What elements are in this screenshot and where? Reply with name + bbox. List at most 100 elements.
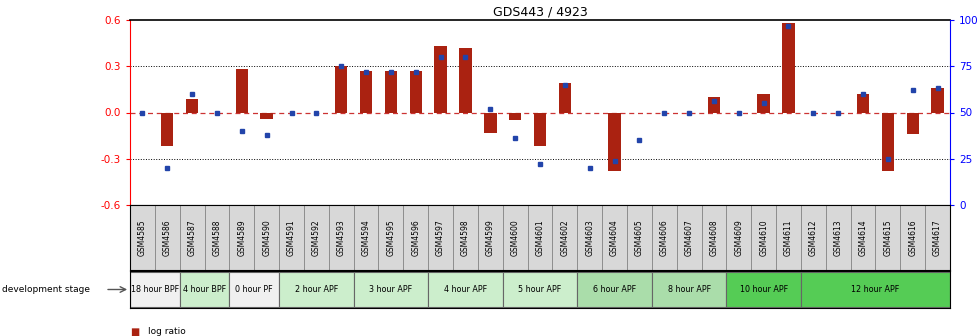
- Text: 18 hour BPF: 18 hour BPF: [131, 285, 179, 294]
- Bar: [757, 94, 769, 113]
- Bar: [676, 205, 701, 270]
- Bar: [161, 113, 173, 146]
- Bar: [384, 71, 397, 113]
- Bar: [477, 205, 503, 270]
- Text: 6 hour APF: 6 hour APF: [593, 285, 636, 294]
- Bar: [651, 272, 726, 307]
- Text: GSM4596: GSM4596: [411, 219, 420, 256]
- Text: GSM4603: GSM4603: [585, 219, 594, 256]
- Text: GSM4594: GSM4594: [361, 219, 371, 256]
- Text: GSM4613: GSM4613: [833, 219, 842, 256]
- Bar: [781, 23, 794, 113]
- Bar: [353, 272, 427, 307]
- Bar: [434, 46, 446, 113]
- Bar: [577, 272, 651, 307]
- Text: 10 hour APF: 10 hour APF: [738, 285, 787, 294]
- Bar: [329, 205, 353, 270]
- Bar: [651, 205, 676, 270]
- Text: GSM4606: GSM4606: [659, 219, 668, 256]
- Bar: [750, 205, 776, 270]
- Text: GSM4597: GSM4597: [435, 219, 445, 256]
- Bar: [701, 205, 726, 270]
- Bar: [403, 205, 427, 270]
- Bar: [503, 205, 527, 270]
- Text: GSM4600: GSM4600: [511, 219, 519, 256]
- Bar: [509, 113, 521, 120]
- Text: GSM4590: GSM4590: [262, 219, 271, 256]
- Bar: [229, 272, 279, 307]
- Bar: [800, 272, 949, 307]
- Text: GSM4588: GSM4588: [212, 219, 221, 256]
- Bar: [236, 69, 247, 113]
- Text: 8 hour APF: 8 hour APF: [667, 285, 710, 294]
- Text: 3 hour APF: 3 hour APF: [369, 285, 412, 294]
- Bar: [427, 272, 503, 307]
- Text: 2 hour APF: 2 hour APF: [294, 285, 337, 294]
- Text: GSM4610: GSM4610: [758, 219, 768, 256]
- Text: GSM4591: GSM4591: [287, 219, 295, 256]
- Text: 5 hour APF: 5 hour APF: [517, 285, 561, 294]
- Bar: [303, 205, 329, 270]
- Bar: [378, 205, 403, 270]
- Text: GSM4602: GSM4602: [559, 219, 569, 256]
- Bar: [155, 205, 180, 270]
- Bar: [229, 205, 254, 270]
- Text: GSM4616: GSM4616: [908, 219, 916, 256]
- Text: GSM4607: GSM4607: [684, 219, 692, 256]
- Bar: [850, 205, 874, 270]
- Bar: [334, 66, 347, 113]
- Bar: [726, 205, 750, 270]
- Bar: [726, 272, 800, 307]
- Bar: [824, 205, 850, 270]
- Bar: [279, 205, 303, 270]
- Text: ■: ■: [130, 327, 139, 336]
- Bar: [906, 113, 918, 134]
- Bar: [930, 88, 943, 113]
- Text: GSM4617: GSM4617: [932, 219, 941, 256]
- Bar: [533, 113, 546, 146]
- Bar: [856, 94, 868, 113]
- Title: GDS443 / 4923: GDS443 / 4923: [492, 6, 587, 19]
- Text: GSM4598: GSM4598: [461, 219, 469, 256]
- Text: GSM4615: GSM4615: [882, 219, 892, 256]
- Bar: [360, 71, 372, 113]
- Bar: [279, 272, 353, 307]
- Text: GSM4595: GSM4595: [386, 219, 395, 256]
- Bar: [881, 113, 893, 171]
- Text: GSM4605: GSM4605: [635, 219, 644, 256]
- Bar: [601, 205, 626, 270]
- Bar: [459, 48, 471, 113]
- Bar: [260, 113, 273, 119]
- Bar: [130, 272, 180, 307]
- Text: GSM4585: GSM4585: [138, 219, 147, 256]
- Text: 12 hour APF: 12 hour APF: [851, 285, 899, 294]
- Text: GSM4593: GSM4593: [336, 219, 345, 256]
- Bar: [353, 205, 378, 270]
- Text: log ratio: log ratio: [148, 327, 185, 336]
- Text: GSM4614: GSM4614: [858, 219, 867, 256]
- Bar: [503, 272, 577, 307]
- Bar: [180, 272, 229, 307]
- Text: GSM4589: GSM4589: [237, 219, 246, 256]
- Text: GSM4587: GSM4587: [188, 219, 197, 256]
- Bar: [254, 205, 279, 270]
- Bar: [180, 205, 204, 270]
- Text: GSM4611: GSM4611: [783, 219, 792, 256]
- Bar: [483, 113, 496, 132]
- Bar: [924, 205, 949, 270]
- Bar: [204, 205, 229, 270]
- Bar: [626, 205, 651, 270]
- Bar: [130, 205, 155, 270]
- Bar: [186, 99, 199, 113]
- Bar: [874, 205, 900, 270]
- Bar: [577, 205, 601, 270]
- Text: GSM4608: GSM4608: [709, 219, 718, 256]
- Bar: [707, 97, 720, 113]
- Text: GSM4609: GSM4609: [734, 219, 742, 256]
- Bar: [607, 113, 620, 171]
- Text: GSM4604: GSM4604: [609, 219, 618, 256]
- Text: GSM4592: GSM4592: [312, 219, 321, 256]
- Text: GSM4601: GSM4601: [535, 219, 544, 256]
- Bar: [527, 205, 552, 270]
- Text: 0 hour PF: 0 hour PF: [235, 285, 273, 294]
